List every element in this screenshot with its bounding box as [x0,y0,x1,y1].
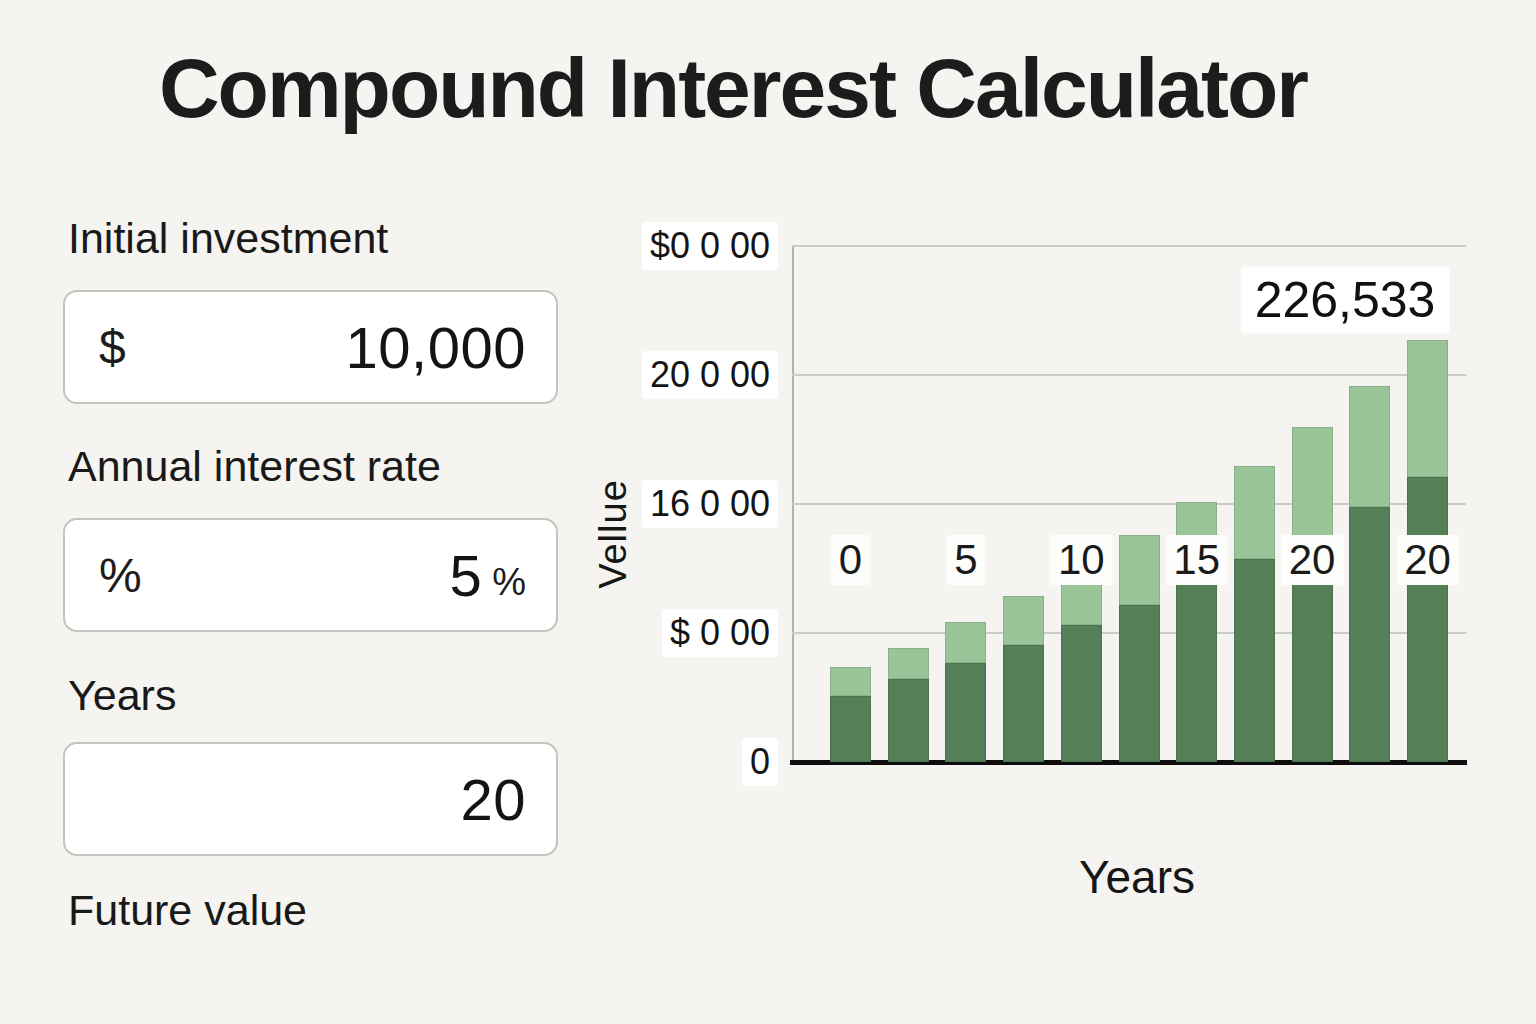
x-tick-label: 5 [946,535,985,585]
page-title: Compound Interest Calculator [159,40,1307,137]
x-tick-label: 20 [1396,535,1459,585]
bar-segment-light [830,667,871,696]
initial-investment-value: 10,000 [346,314,526,381]
annual-interest-rate-input[interactable]: % 5 % [63,518,558,632]
dollar-prefix-icon: $ [99,320,126,375]
x-tick-label: 20 [1281,535,1344,585]
bar-segment-dark [1003,645,1044,762]
annual-interest-rate-value: 5 [449,542,482,609]
bar-segment-light [888,648,929,679]
years-label: Years [68,671,176,720]
bar-segment-dark [1407,477,1448,762]
bar-segment-light [1292,427,1333,537]
stacked-bar [1119,535,1160,762]
bar-segment-light [1119,535,1160,605]
y-tick-label: $0 0 00 [642,222,778,270]
stacked-bar [1234,466,1275,762]
percent-prefix-icon: % [99,548,142,603]
stacked-bar [1349,386,1390,762]
chart-y-axis-label: Vellue [592,479,635,589]
percent-suffix-icon: % [492,547,526,604]
bar-segment-dark [1234,559,1275,762]
stacked-bar [1061,567,1102,762]
initial-investment-label: Initial investment [68,214,388,263]
stacked-bar [1003,596,1044,762]
bar-segment-dark [830,696,871,762]
x-tick-label: 15 [1165,535,1228,585]
annual-interest-rate-label: Annual interest rate [68,442,441,491]
bar-segment-dark [945,663,986,762]
bar-segment-dark [1349,507,1390,762]
bar-segment-light [1234,466,1275,559]
gridline [792,245,1466,247]
gridline [792,374,1466,376]
stacked-bar [888,648,929,762]
years-value: 20 [460,766,526,833]
bar-segment-dark [1061,625,1102,762]
bar-segment-light [1407,340,1448,476]
y-tick-label: 0 [742,738,778,786]
years-input[interactable]: 20 [63,742,558,856]
y-tick-label: 20 0 00 [642,351,778,399]
x-tick-label: 0 [831,535,870,585]
chart-x-axis-label: Years [1079,850,1195,904]
compound-interest-calculator-app: Compound Interest Calculator Initial inv… [0,0,1536,1024]
initial-investment-input[interactable]: $ 10,000 [63,290,558,404]
bar-segment-dark [1176,584,1217,762]
stacked-bar [1292,427,1333,762]
stacked-bar [945,622,986,762]
future-value-label: Future value [68,886,307,935]
future-value-annotation: 226,533 [1241,267,1450,333]
bar-segment-dark [1119,605,1160,762]
bar-segment-light [1349,386,1390,507]
bar-segment-dark [888,679,929,762]
bar-segment-light [1003,596,1044,645]
stacked-bar [830,667,871,762]
y-tick-label: $ 0 00 [662,609,778,657]
y-tick-label: 16 0 00 [642,480,778,528]
x-tick-label: 10 [1050,535,1113,585]
bar-segment-light [945,622,986,663]
